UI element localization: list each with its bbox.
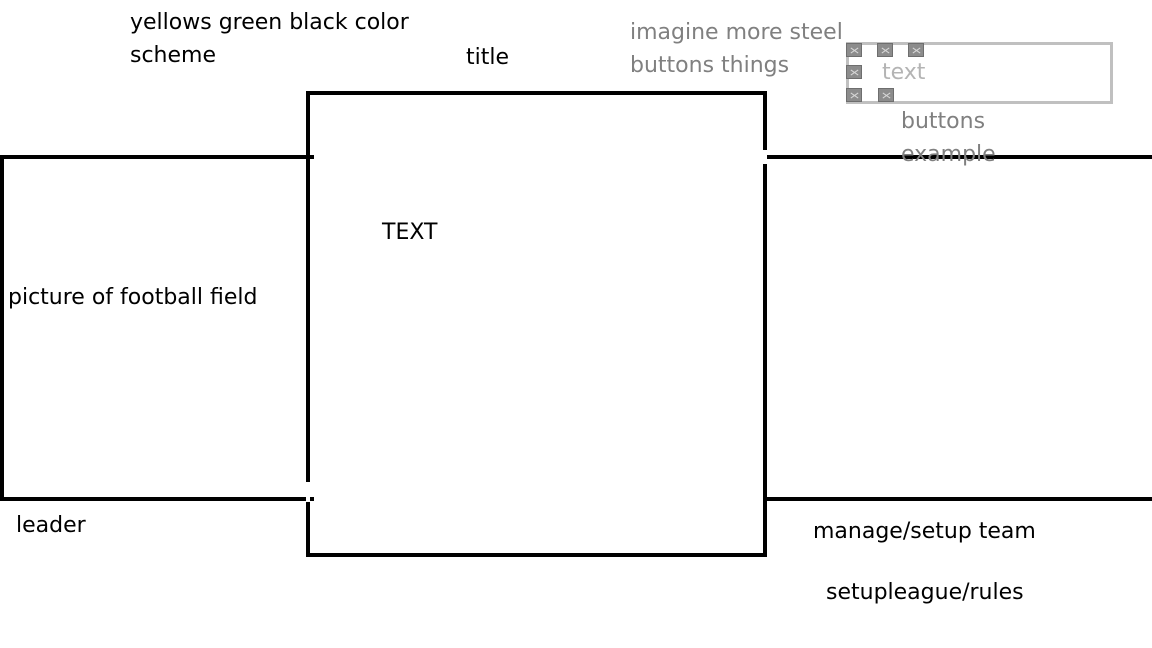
manage-setup-team-link[interactable]: manage/setup team [813, 519, 1036, 544]
rivet-icon [846, 65, 862, 79]
color-scheme-note-line2: scheme [130, 43, 217, 68]
center-panel-gap-right [763, 150, 767, 164]
right-panel-top-border [764, 155, 1152, 159]
steel-note-line2: buttons things [630, 53, 790, 78]
rivet-icon [846, 88, 862, 102]
right-panel-bottom-border [764, 497, 1152, 501]
center-panel-gap-left [306, 482, 310, 502]
center-panel [306, 91, 767, 557]
steel-note-line1: imagine more steel [630, 20, 843, 45]
leader-link[interactable]: leader [16, 513, 86, 538]
rivet-icon [877, 43, 893, 57]
example-button-text: text [882, 60, 926, 85]
center-text: TEXT [382, 220, 438, 245]
rivet-icon [878, 88, 894, 102]
buttons-example-note-line2: example [901, 142, 996, 167]
left-panel-left-border [0, 155, 4, 501]
page-title: title [466, 45, 510, 70]
color-scheme-note-line1: yellows green black color [130, 10, 409, 35]
setup-league-rules-link[interactable]: setupleague/rules [826, 580, 1024, 605]
left-panel-top-border [0, 155, 314, 159]
rivet-icon [846, 43, 862, 57]
football-field-picture: picture of football field [8, 285, 258, 310]
buttons-example-note-line1: buttons [901, 109, 986, 134]
rivet-icon [908, 43, 924, 57]
left-panel-bottom-border [0, 497, 314, 501]
